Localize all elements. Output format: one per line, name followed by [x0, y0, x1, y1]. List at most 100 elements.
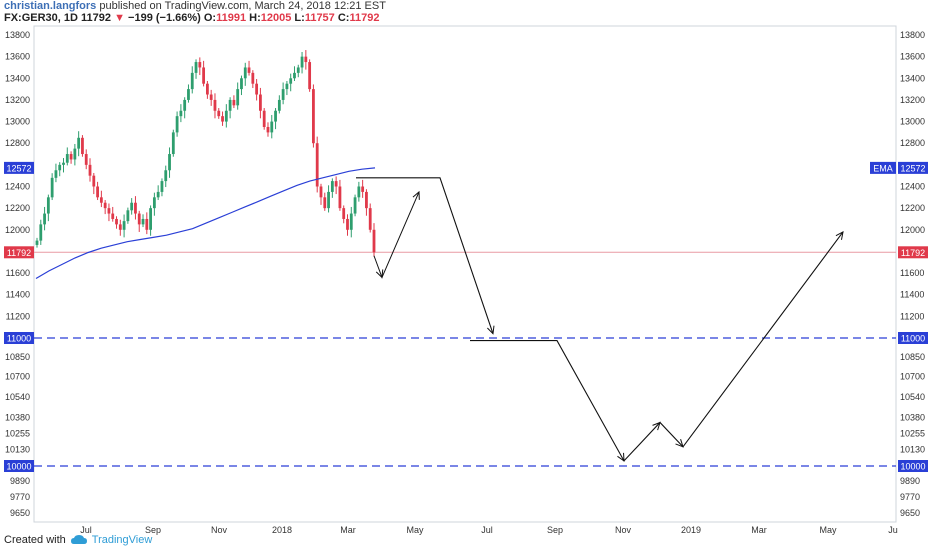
x-tick-label: 2018 — [272, 525, 292, 535]
x-tick-label: Nov — [615, 525, 632, 535]
candle-body — [349, 213, 353, 230]
candle-body — [209, 94, 213, 100]
candle-body — [259, 94, 262, 111]
author-link[interactable]: christian.langfors — [4, 0, 97, 12]
price-badge-text: 10000 — [900, 462, 925, 472]
x-tick-label: Mar — [751, 525, 767, 535]
cloud-icon — [70, 535, 87, 544]
candle-body — [277, 99, 281, 111]
x-tick-label: Jul — [481, 525, 493, 535]
candle-body — [274, 110, 277, 122]
candle-body — [247, 67, 251, 73]
arrow-head-icon — [652, 421, 661, 431]
candle-body — [118, 224, 122, 230]
x-tick-label: Jul — [80, 525, 92, 535]
candle-body — [194, 62, 198, 73]
candle-body — [289, 78, 293, 84]
y-tick-label: 10130 — [5, 444, 30, 454]
y-tick-label: 13000 — [900, 117, 925, 127]
candle-body — [152, 197, 156, 209]
candle-body — [296, 67, 300, 73]
y-tick-label: 13600 — [900, 52, 925, 62]
high-label: H: — [249, 12, 261, 24]
tradingview-logo[interactable]: TradingView — [91, 534, 153, 546]
candle-body — [198, 62, 202, 68]
y-tick-label: 12800 — [5, 138, 30, 148]
price-badge-text: 11000 — [901, 334, 925, 344]
candle-body — [88, 164, 92, 176]
forecast-path — [356, 177, 494, 334]
y-tick-label: 9770 — [900, 492, 920, 502]
symbol-label: FX:GER30, 1D — [4, 12, 78, 24]
candle-body — [357, 186, 361, 198]
x-axis: Jul Sep Nov 2018 Mar May Jul Sep Nov 2019 Mar May Ju — [80, 525, 898, 535]
y-tick-label: 10540 — [5, 392, 30, 402]
price-badge-left — [4, 460, 34, 472]
candle-body — [164, 170, 168, 182]
close-label: C: — [337, 12, 350, 24]
candle-body — [137, 213, 141, 225]
candle-body — [202, 67, 206, 84]
y-tick-label: 11400 — [900, 290, 924, 300]
arrow-head-icon — [835, 231, 844, 240]
candle-body — [65, 154, 69, 163]
candle-body — [262, 110, 266, 127]
candle-body — [315, 143, 319, 187]
y-tick-label: 13200 — [900, 95, 925, 105]
candle-body — [171, 132, 175, 155]
y-tick-label: 13600 — [5, 52, 30, 62]
candle-body — [69, 154, 73, 160]
candle-body — [255, 83, 259, 95]
candle-body — [308, 62, 312, 90]
candle-body — [115, 218, 118, 225]
ema-tag-text: EMA — [873, 163, 893, 173]
ema-line — [35, 167, 376, 280]
x-tick-label: May — [819, 525, 837, 535]
candle-body — [323, 197, 327, 209]
arrow-head-icon — [375, 269, 384, 279]
price-badge-text: 10000 — [6, 462, 31, 472]
candle-body — [35, 240, 39, 245]
candle-body — [243, 67, 247, 79]
candle-body — [224, 110, 228, 122]
candle-body — [221, 116, 224, 122]
open-label: O: — [203, 12, 217, 24]
candle-body — [179, 110, 183, 117]
candle-body — [96, 186, 99, 198]
y-tick-label: 13200 — [5, 95, 30, 105]
candle-body — [187, 89, 190, 100]
price-badge-text: 11792 — [901, 248, 925, 258]
candle-body — [183, 99, 187, 111]
candle-body — [111, 213, 115, 219]
y-axis-left: 13800 13600 13400 13200 13000 12800 12400 12200… — [5, 30, 30, 518]
y-tick-label: 10850 — [900, 352, 925, 362]
y-tick-label: 13400 — [900, 73, 925, 83]
ema-tag — [870, 161, 896, 174]
arrow-head-icon — [487, 325, 495, 335]
candle-body — [190, 72, 194, 90]
arrow-head-icon — [675, 439, 684, 448]
price-badges: 12572 12572 EMA 11792 11792 11000 11000 10000 10… — [4, 161, 928, 472]
candle-body — [228, 99, 232, 111]
candle-body — [43, 213, 46, 225]
candle-body — [168, 154, 171, 171]
chart-header: christian.langfors published on TradingV… — [4, 0, 604, 24]
y-tick-label: 10130 — [900, 444, 925, 454]
y-tick-label: 12400 — [900, 182, 925, 192]
candle-body — [99, 197, 103, 203]
price-badge-right — [898, 246, 928, 259]
created-with-text: Created with — [4, 534, 66, 546]
candle-body — [77, 137, 81, 149]
y-tick-label: 12400 — [5, 182, 30, 192]
candle-body — [81, 137, 84, 155]
y-tick-label: 11600 — [6, 268, 30, 278]
arrow-head-icon — [617, 452, 625, 462]
change-value: −199 (−1.66%) — [128, 12, 201, 24]
price-badge-right — [898, 460, 928, 472]
candle-body — [240, 78, 243, 90]
candle-body — [236, 89, 240, 106]
plot-area[interactable] — [33, 25, 897, 523]
candle-body — [293, 72, 296, 79]
y-tick-label: 10380 — [5, 412, 30, 422]
